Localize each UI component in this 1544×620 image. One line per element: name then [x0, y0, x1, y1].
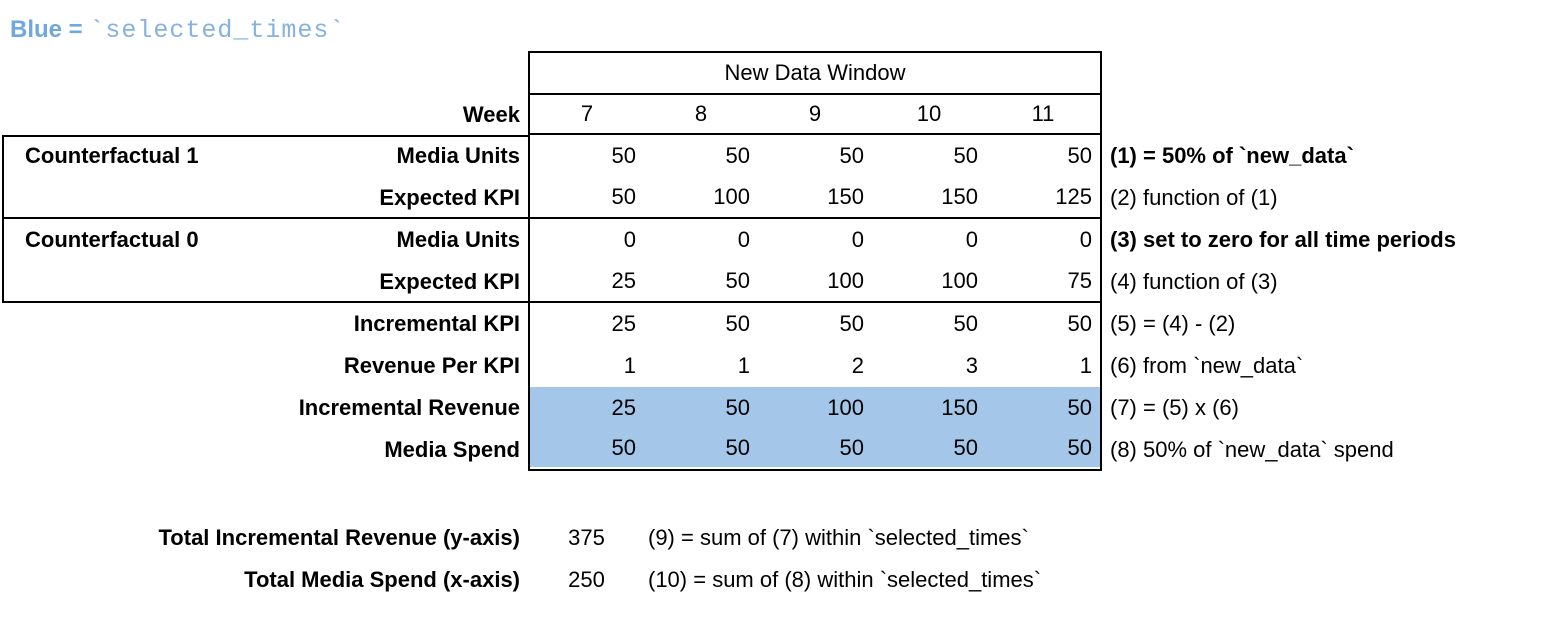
data-cell: 50	[839, 143, 864, 168]
row-label-media-units-cf0: Media Units	[396, 227, 520, 252]
table-row-expected-kpi-cf0: 25 50 100 100 75	[530, 261, 1100, 303]
data-cell: 2	[851, 353, 864, 378]
data-cell: 50	[725, 395, 750, 420]
row-label-incremental-revenue: Incremental Revenue	[298, 395, 520, 420]
data-cell: 0	[1079, 227, 1092, 252]
annotation-5: (5) = (4) - (2)	[1110, 311, 1236, 336]
table-row-expected-kpi-cf1: 50 100 150 150 125	[530, 177, 1100, 219]
data-cell: 50	[1067, 395, 1092, 420]
legend-blue-label: Blue =	[10, 16, 90, 43]
new-data-window-header: New Data Window	[530, 53, 1100, 95]
data-cell: 50	[839, 311, 864, 336]
annotation-10: (10) = sum of (8) within `selected_times…	[648, 567, 1042, 592]
data-cell: 0	[737, 227, 750, 252]
legend-code-selected-times: `selected_times`	[89, 16, 346, 45]
data-cell: 100	[827, 395, 864, 420]
data-cell: 0	[851, 227, 864, 252]
week-cell: 8	[694, 101, 708, 126]
data-cell: 25	[611, 395, 636, 420]
table-row-media-spend-selected: 50 50 50 50 50	[530, 429, 1100, 467]
row-label-incremental-kpi: Incremental KPI	[353, 311, 520, 336]
row-label-media-units-cf1: Media Units	[396, 143, 520, 168]
data-cell: 50	[725, 268, 750, 293]
table-row-media-units-cf1: 50 50 50 50 50	[530, 135, 1100, 177]
data-cell: 1	[1079, 353, 1092, 378]
data-cell: 50	[725, 435, 750, 460]
data-cell: 150	[941, 395, 978, 420]
data-cell: 50	[611, 184, 636, 209]
annotation-7: (7) = (5) x (6)	[1110, 395, 1239, 420]
row-label-week: Week	[462, 102, 520, 127]
week-number-row: 7 8 9 10 11	[530, 95, 1100, 135]
annotation-2: (2) function of (1)	[1110, 185, 1278, 210]
row-label-revenue-per-kpi: Revenue Per KPI	[343, 353, 520, 378]
data-cell: 100	[941, 268, 978, 293]
data-cell: 50	[953, 311, 978, 336]
annotation-4: (4) function of (3)	[1110, 269, 1278, 294]
data-cell: 1	[737, 353, 750, 378]
summary-label-total-incremental-revenue: Total Incremental Revenue (y-axis)	[158, 525, 521, 550]
data-cell: 3	[965, 353, 978, 378]
data-cell: 50	[1067, 143, 1092, 168]
table-row-incremental-kpi: 25 50 50 50 50	[530, 303, 1100, 345]
data-cell: 50	[611, 435, 636, 460]
data-cell: 50	[953, 435, 978, 460]
group-label-counterfactual-1: Counterfactual 1	[25, 143, 199, 168]
data-cell: 100	[827, 268, 864, 293]
summary-label-total-media-spend: Total Media Spend (x-axis)	[244, 567, 520, 592]
summary-value-total-incremental-revenue: 375	[568, 525, 605, 550]
group-label-counterfactual-0: Counterfactual 0	[25, 227, 199, 252]
data-cell: 50	[725, 143, 750, 168]
table-row-revenue-per-kpi: 1 1 2 3 1	[530, 345, 1100, 387]
counterfactual-group-box	[2, 135, 528, 303]
summary-value-total-media-spend: 250	[568, 567, 605, 592]
annotation-1: (1) = 50% of `new_data`	[1110, 143, 1354, 168]
annotation-9: (9) = sum of (7) within `selected_times`	[648, 525, 1029, 550]
data-cell: 1	[623, 353, 636, 378]
data-cell: 25	[611, 268, 636, 293]
annotation-8: (8) 50% of `new_data` spend	[1110, 437, 1394, 462]
legend: Blue = `selected_times`	[10, 16, 345, 50]
data-window-table: New Data Window 7 8 9 10 11 50 50 50 50 …	[528, 51, 1102, 471]
week-cell: 7	[580, 101, 594, 126]
data-cell: 0	[965, 227, 978, 252]
data-cell: 25	[611, 311, 636, 336]
table-row-media-units-cf0: 0 0 0 0 0	[530, 219, 1100, 261]
row-label-expected-kpi-cf0: Expected KPI	[379, 269, 520, 294]
new-data-window-title: New Data Window	[724, 60, 906, 85]
table-row-incremental-revenue-selected: 25 50 100 150 50	[530, 387, 1100, 429]
data-cell: 75	[1067, 268, 1092, 293]
week-cell: 11	[1031, 101, 1055, 126]
data-cell: 50	[953, 143, 978, 168]
data-cell: 50	[611, 143, 636, 168]
data-cell: 50	[725, 311, 750, 336]
counterfactual-group-divider	[2, 217, 528, 219]
data-cell: 100	[713, 184, 750, 209]
data-cell: 0	[623, 227, 636, 252]
week-cell: 10	[916, 101, 942, 126]
row-label-expected-kpi-cf1: Expected KPI	[379, 185, 520, 210]
row-label-media-spend: Media Spend	[384, 437, 520, 462]
data-cell: 150	[827, 184, 864, 209]
data-cell: 50	[1067, 311, 1092, 336]
annotation-6: (6) from `new_data`	[1110, 353, 1304, 378]
data-cell: 150	[941, 184, 978, 209]
data-cell: 50	[839, 435, 864, 460]
week-cell: 9	[808, 101, 822, 126]
annotation-3: (3) set to zero for all time periods	[1110, 227, 1456, 252]
data-cell: 125	[1055, 184, 1092, 209]
data-cell: 50	[1067, 435, 1092, 460]
